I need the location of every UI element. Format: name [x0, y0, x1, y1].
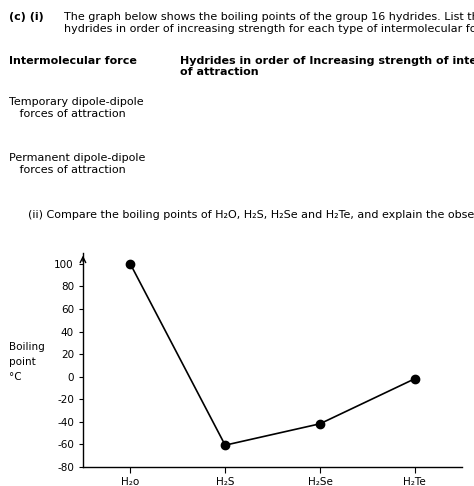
Text: (ii) Compare the boiling points of H₂O, H₂S, H₂Se and H₂Te, and explain the obse: (ii) Compare the boiling points of H₂O, …	[28, 210, 474, 220]
Text: forces of attraction: forces of attraction	[9, 109, 126, 120]
Text: point: point	[9, 357, 36, 367]
Text: The graph below shows the boiling points of the group 16 hydrides. List the
hydr: The graph below shows the boiling points…	[64, 12, 474, 34]
Text: (c) (i): (c) (i)	[9, 12, 44, 22]
Text: forces of attraction: forces of attraction	[9, 165, 126, 175]
Text: Permanent dipole-dipole: Permanent dipole-dipole	[9, 153, 146, 163]
Text: Temporary dipole-dipole: Temporary dipole-dipole	[9, 97, 144, 107]
Text: Intermolecular force: Intermolecular force	[9, 56, 137, 66]
Text: °C: °C	[9, 372, 22, 382]
Text: Hydrides in order of Increasing strength of intermolecular force
of attraction: Hydrides in order of Increasing strength…	[180, 56, 474, 77]
Text: Boiling: Boiling	[9, 343, 45, 352]
